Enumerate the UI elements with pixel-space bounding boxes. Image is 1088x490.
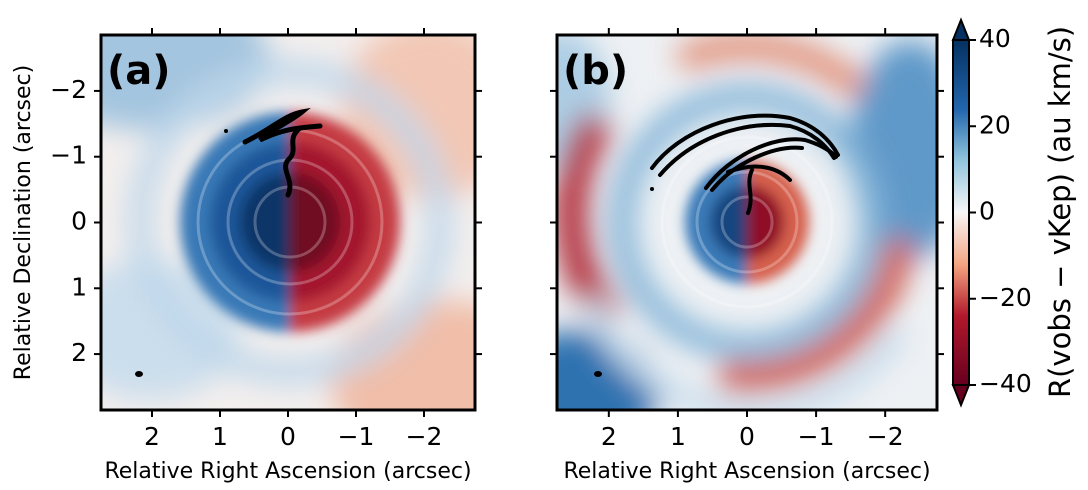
colorbar-tick-label: 0 (979, 197, 995, 226)
x-tick-label: −1 (338, 422, 375, 451)
velocity-map-a (101, 35, 475, 410)
x-tick-label: −2 (406, 422, 443, 451)
colorbar-tick-label: −20 (979, 283, 1032, 312)
colorbar (953, 40, 969, 385)
x-tick-label: −2 (867, 422, 904, 451)
x-axis-label: Relative Right Ascension (arcsec) (563, 459, 930, 484)
x-tick-label: −1 (798, 422, 835, 451)
x-tick-label: 1 (212, 422, 228, 451)
colorbar-tick-label: −40 (979, 369, 1032, 398)
colorbar-extend (951, 17, 971, 41)
colorbar-label: R(vobs − vKep) (au km/s) (1043, 26, 1077, 398)
y-axis-label: Relative Declination (arcsec) (11, 65, 36, 380)
panel-label: (b) (563, 48, 628, 94)
x-axis-label: Relative Right Ascension (arcsec) (104, 459, 471, 484)
y-tick-label: 0 (71, 207, 87, 236)
colorbar-tick-label: 20 (979, 110, 1011, 139)
y-tick-label: 1 (71, 272, 87, 301)
colorbar-extend (951, 384, 971, 408)
velocity-map-b (557, 35, 937, 410)
colorbar-tick-label: 40 (979, 24, 1011, 53)
x-tick-label: 2 (601, 422, 617, 451)
y-tick-label: 2 (71, 338, 87, 367)
x-tick-label: 0 (739, 422, 755, 451)
x-tick-label: 0 (280, 422, 296, 451)
y-tick-label: −2 (50, 75, 87, 104)
x-tick-label: 1 (670, 422, 686, 451)
panel-label: (a) (107, 48, 171, 94)
y-tick-label: −1 (50, 141, 87, 170)
x-tick-label: 2 (144, 422, 160, 451)
